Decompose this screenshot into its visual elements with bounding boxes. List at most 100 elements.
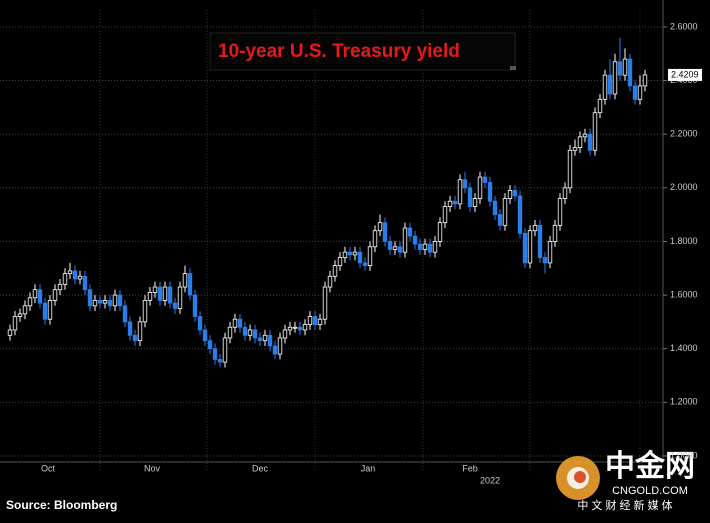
candle-body: [362, 262, 368, 266]
candle-body: [97, 300, 103, 304]
candle-body: [512, 190, 518, 197]
candle-body: [427, 243, 433, 253]
candle-body: [487, 182, 493, 202]
y-tick-label: 2.0000: [670, 182, 698, 192]
candle-body: [607, 74, 613, 95]
candle-body: [312, 316, 318, 325]
candle-body: [432, 241, 438, 253]
candle-body: [197, 316, 203, 331]
candle-body: [307, 316, 313, 325]
candle-body: [377, 222, 383, 232]
candle-body: [292, 326, 298, 329]
candle-body: [27, 297, 33, 307]
candle-body: [137, 321, 143, 342]
candle-body: [47, 300, 53, 320]
candle-body: [317, 318, 323, 325]
candle-body: [172, 302, 178, 309]
candle-body: [127, 321, 133, 336]
candle-body: [327, 275, 333, 288]
candle-body: [442, 206, 448, 224]
year-label: 2022: [480, 475, 500, 485]
candle-body: [412, 235, 418, 245]
candle-body: [522, 232, 528, 264]
candle-body: [122, 305, 128, 323]
candle-body: [567, 149, 573, 189]
candle-body: [637, 85, 643, 100]
last-price-box: [668, 68, 702, 81]
watermark: 中金网 CNGOLD.COM 中 文 财 经 新 媒 体: [556, 449, 695, 512]
candle-body: [272, 345, 278, 355]
candle-body: [232, 318, 238, 328]
candle-body: [167, 286, 173, 304]
candle-body: [417, 243, 423, 250]
candle-body: [77, 275, 83, 280]
candle-body: [237, 318, 243, 328]
candle-body: [357, 251, 363, 264]
candle-body: [262, 334, 268, 342]
candle-body: [177, 286, 183, 309]
title-box: [209, 32, 516, 71]
candle-body: [532, 224, 538, 232]
x-tick-label: Dec: [252, 463, 269, 473]
watermark-tagline: 中 文 财 经 新 媒 体: [577, 498, 672, 512]
candle-body: [32, 289, 38, 299]
candle-body: [12, 316, 18, 331]
candle-body: [577, 136, 583, 148]
candle-body: [7, 329, 13, 336]
candle-body: [517, 195, 523, 234]
candle-body: [472, 198, 478, 207]
candle-body: [447, 200, 453, 207]
x-tick-label: Nov: [144, 463, 161, 473]
candle-body: [437, 222, 443, 242]
candle-body: [147, 291, 153, 301]
candle-body: [82, 275, 88, 291]
candle-body: [557, 198, 563, 226]
candle-body: [187, 273, 193, 296]
candle-body: [627, 58, 633, 87]
y-tick-label: 1.4000: [670, 343, 698, 353]
candle-body: [117, 294, 123, 307]
candle-body: [502, 198, 508, 226]
candle-body: [392, 246, 398, 250]
candle-body: [212, 348, 218, 360]
y-tick-label: 1.8000: [670, 236, 698, 246]
candle-body: [207, 340, 213, 350]
candle-body: [152, 286, 158, 293]
candle-body: [602, 74, 608, 100]
candle-body: [597, 98, 603, 114]
candle-body: [562, 187, 568, 199]
candle-body: [282, 329, 288, 339]
candle-body: [572, 147, 578, 151]
candle-body: [452, 200, 458, 205]
candle-body: [322, 286, 328, 320]
candle-body: [302, 324, 308, 331]
candle-body: [477, 176, 483, 199]
candle-body: [287, 326, 293, 331]
candle-body: [252, 329, 258, 339]
candle-body: [632, 85, 638, 100]
y-tick-label: 1.6000: [670, 289, 698, 299]
candle-body: [332, 265, 338, 277]
candle-body: [22, 305, 28, 315]
candle-body: [397, 246, 403, 253]
candle-body: [547, 241, 553, 264]
grid: [0, 10, 663, 470]
candle-body: [342, 251, 348, 258]
title-box-shadow: [510, 66, 516, 70]
candle-body: [62, 273, 68, 285]
watermark-site: CNGOLD.COM: [612, 485, 688, 497]
y-tick-label: 1.0000: [670, 450, 698, 460]
candle-body: [372, 230, 378, 248]
logo-dot: [574, 471, 586, 483]
candle-body: [192, 294, 198, 317]
candle-body: [142, 300, 148, 323]
candle-body: [72, 270, 78, 280]
candle-body: [382, 222, 388, 242]
candle-body: [217, 359, 223, 363]
x-tick-label: Feb: [462, 463, 478, 473]
candle-body: [107, 300, 113, 307]
candle-body: [132, 334, 138, 342]
candle-body: [642, 74, 648, 87]
candle-body: [612, 61, 618, 95]
